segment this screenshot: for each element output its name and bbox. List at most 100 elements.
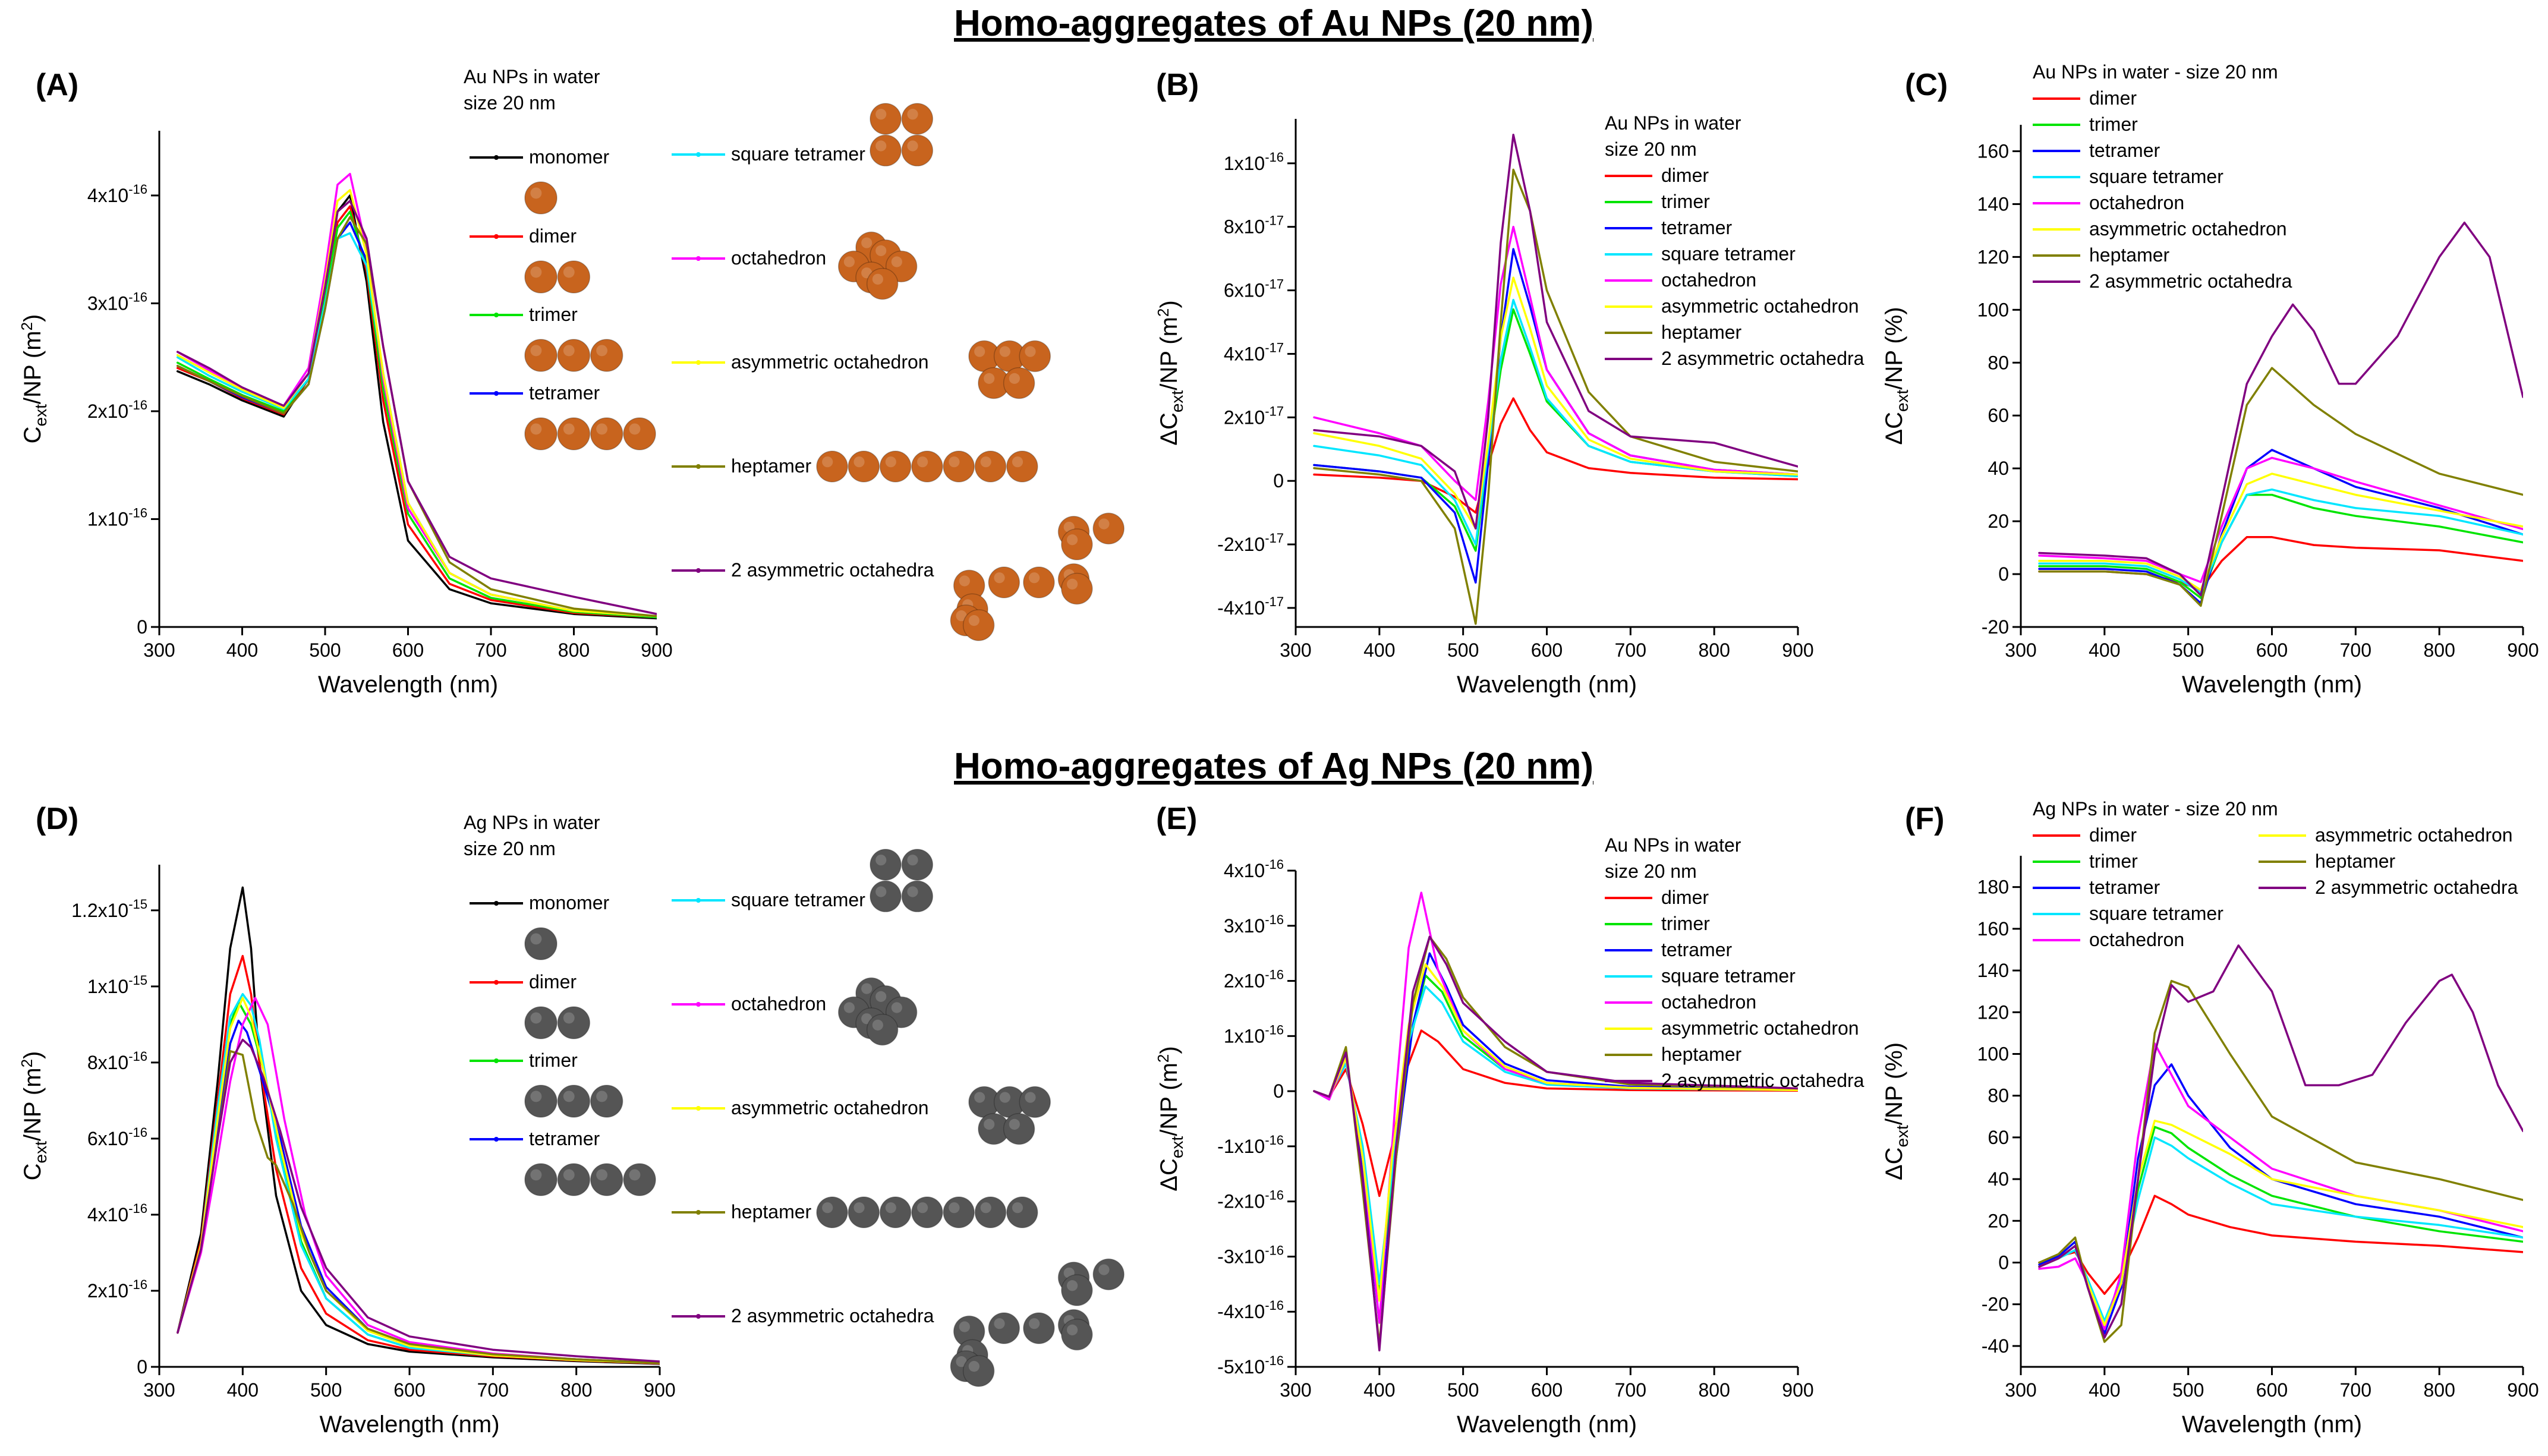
x-tick-label: 500 [309, 639, 341, 661]
x-tick-label: 300 [143, 1379, 175, 1401]
y-tick-label: 80 [1988, 1085, 2009, 1107]
y-tick-label: 1x10-16 [1224, 150, 1284, 174]
chart-panel-e: (E) 300 400 500 600 700 800 900 -5x10-16 -4x10-16… [1154, 802, 1864, 1438]
x-tick-label: 900 [641, 639, 672, 661]
legend-marker-dimer [494, 980, 499, 985]
axis-frame [158, 865, 660, 1368]
nanoparticle-highlight [917, 1202, 928, 1214]
nanoparticle-highlight [949, 1202, 960, 1214]
nanoparticle-highlight [822, 1202, 833, 1214]
legend-label-tetramer: tetramer [529, 382, 600, 404]
nanoparticle-sphere [1061, 1274, 1093, 1306]
nanoparticle-sphere [524, 181, 558, 215]
nanoparticle-sphere [901, 103, 934, 135]
section-title-au: Homo-aggregates of Au NPs (20 nm) [954, 3, 1593, 44]
series-line-heptamer [176, 216, 657, 617]
nanoparticle-highlight [974, 346, 985, 357]
legend-label-heptamer: heptamer [2315, 850, 2396, 872]
y-tick-label: -1x10-16 [1217, 1133, 1284, 1157]
y-tick-label: 1.2x10-15 [71, 897, 147, 921]
legend-marker-square-tetramer [696, 152, 701, 157]
legend-title: size 20 nm [464, 92, 556, 114]
x-tick-label: 500 [2172, 1379, 2204, 1401]
series-line-heptamer [2038, 979, 2523, 1343]
legend-title: Au NPs in water [464, 66, 600, 87]
y-axis-title: ΔCext/NP (m2) [1154, 300, 1186, 445]
legend-label-dimer: dimer [1661, 887, 1709, 908]
nanoparticle-highlight [885, 456, 896, 468]
legend-label-heptamer: heptamer [1661, 1044, 1742, 1065]
nanoparticle-sphere [590, 339, 623, 372]
nanoparticle-sphere [524, 1006, 558, 1039]
legend-label-heptamer: heptamer [731, 1201, 812, 1222]
legend-label-square-tetramer: square tetramer [2089, 903, 2223, 924]
nanoparticle-highlight [875, 991, 887, 1002]
legend-label-asymmetric-octahedron: asymmetric octahedron [2089, 218, 2287, 239]
x-tick-label: 500 [310, 1379, 342, 1401]
nanoparticle-highlight [1025, 346, 1036, 357]
nanoparticle-sphere [557, 417, 591, 450]
legend-label-2-asymmetric-octahedra: 2 asymmetric octahedra [731, 559, 934, 581]
series-group [2038, 221, 2523, 607]
cluster-heptamer-graphic [816, 1196, 1038, 1228]
legend-label-tetramer: tetramer [2089, 140, 2160, 161]
legend-label-octahedron: octahedron [731, 993, 826, 1014]
nanoparticle-highlight [956, 1356, 967, 1367]
legend: Ag NPs in water - size 20 nm dimer trimer t… [2033, 798, 2518, 950]
y-tick-label: 0 [1998, 563, 2009, 585]
nanoparticle-sphere [524, 1163, 558, 1196]
series-line-square-tetramer [1313, 298, 1798, 546]
legend-label-dimer: dimer [2089, 824, 2137, 846]
y-tick-label: 20 [1988, 510, 2009, 532]
legend-title: size 20 nm [1605, 861, 1697, 882]
nanoparticle-sphere [524, 927, 558, 960]
panel-label: (B) [1156, 68, 1199, 102]
nanoparticle-highlight [563, 1012, 575, 1024]
y-tick-label: 2x10-16 [1224, 967, 1284, 992]
legend: Au NPs in water size 20 nm dimer trimer tetr… [1605, 112, 1864, 369]
nanoparticle-highlight [596, 423, 608, 435]
legend-label-2-asymmetric-octahedra: 2 asymmetric octahedra [1661, 1070, 1864, 1091]
y-tick-label: 0 [137, 1356, 147, 1378]
nanoparticle-sphere [879, 450, 912, 483]
legend-marker-heptamer [696, 464, 701, 469]
x-axis-title: Wavelength (nm) [318, 672, 498, 698]
x-tick-label: 600 [393, 1379, 425, 1401]
legend-label-trimer: trimer [2089, 114, 2138, 135]
legend-label-heptamer: heptamer [731, 455, 812, 477]
legend-label-trimer: trimer [1661, 191, 1710, 212]
nanoparticle-highlight [1029, 1318, 1040, 1329]
y-tick-label: 120 [1977, 1001, 2009, 1023]
cluster-square-tetramer-graphic [870, 849, 934, 913]
nanoparticle-highlight [1025, 1092, 1036, 1103]
nanoparticle-highlight [1012, 456, 1023, 468]
x-tick-label: 800 [560, 1379, 592, 1401]
series-line-asymmetric-octahedron [1313, 276, 1798, 530]
nanoparticle-highlight [822, 456, 833, 468]
legend-marker-trimer [494, 313, 499, 317]
nanoparticle-sphere [1061, 528, 1093, 560]
series-group [1313, 133, 1798, 625]
panel-label: (F) [1905, 802, 1944, 836]
legend-label-dimer: dimer [1661, 165, 1709, 186]
nanoparticle-highlight [968, 1361, 979, 1372]
legend-label-octahedron: octahedron [731, 247, 826, 269]
nanoparticle-highlight [980, 1202, 991, 1214]
legend-title: Au NPs in water [1605, 112, 1741, 134]
series-line-square-tetramer [2038, 1136, 2523, 1322]
y-tick-label: 8x10-17 [1224, 213, 1284, 238]
x-tick-label: 800 [1698, 639, 1730, 661]
nanoparticle-sphere [866, 267, 899, 300]
y-axis-title: Cext/NP (m2) [18, 314, 50, 444]
y-tick-label: 2x10-17 [1224, 404, 1284, 428]
nanoparticle-sphere [943, 450, 975, 483]
nanoparticle-highlight [530, 345, 542, 357]
nanoparticle-sphere [557, 260, 591, 294]
series-line-dimer [1313, 397, 1798, 514]
legend-label-square-tetramer: square tetramer [731, 143, 865, 165]
x-tick-label: 300 [1280, 639, 1311, 661]
nanoparticle-sphere [988, 566, 1021, 598]
nanoparticle-sphere [1019, 1086, 1051, 1118]
x-tick-label: 400 [2089, 1379, 2120, 1401]
nanoparticle-sphere [962, 1355, 995, 1387]
